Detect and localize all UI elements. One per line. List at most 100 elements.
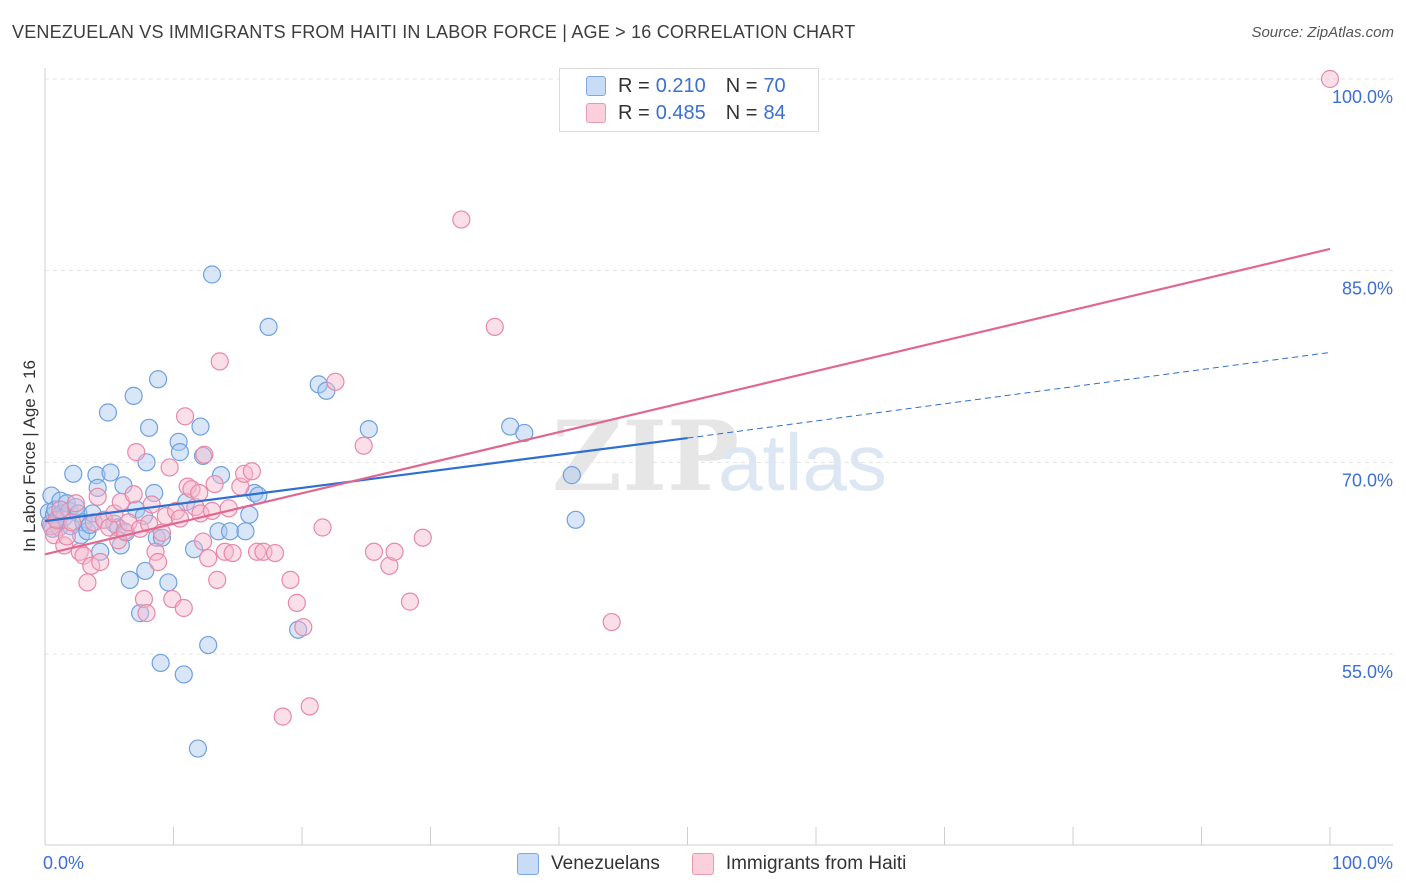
watermark-zip: ZIP [552,400,739,513]
point-venezuelans [147,528,166,547]
point-haiti [265,543,285,563]
trend-lines [44,247,1331,556]
point-venezuelans [120,570,139,589]
point-haiti [100,518,119,537]
point-haiti [127,443,146,462]
grid [45,78,1393,655]
point-venezuelans [191,417,210,436]
point-haiti [205,474,224,494]
correlation-legend: R = 0.210 N = 70 R = 0.485 N = 84 [559,68,819,132]
point-venezuelans [174,665,193,684]
axes [44,68,1393,846]
point-venezuelans [220,522,240,541]
point-haiti [242,462,261,481]
y-tick-label: 55.0% [1342,662,1393,682]
point-venezuelans [236,522,255,541]
point-venezuelans [151,653,170,673]
trend-line-haiti [44,247,1331,556]
point-venezuelans [148,370,168,389]
point-haiti [485,317,504,336]
point-haiti [199,549,218,568]
point-venezuelans [359,420,378,439]
point-haiti [313,518,332,537]
point-haiti [148,552,168,572]
point-venezuelans [130,604,150,623]
point-venezuelans [124,386,143,405]
point-haiti [602,612,621,632]
point-haiti [193,532,213,551]
point-haiti [208,570,227,589]
n-value-venezuelans: 70 [763,74,786,97]
x-tick-label: 100.0% [1332,853,1393,873]
point-haiti [82,556,101,575]
point-haiti [247,542,267,561]
point-haiti [88,487,107,506]
tick-labels: 55.0% 70.0% 85.0% 100.0% 0.0% 100.0% [43,87,1393,873]
n-value-haiti: 84 [763,101,786,124]
point-venezuelans [211,466,231,485]
chart-title: VENEZUELAN VS IMMIGRANTS FROM HAITI IN L… [12,22,856,42]
point-haiti [413,528,432,547]
point-haiti [273,707,292,726]
point-haiti [294,618,313,637]
point-haiti [364,542,384,561]
data-points [39,69,1340,758]
point-haiti [210,352,229,371]
point-haiti [287,593,306,612]
legend-label-haiti: Immigrants from Haiti [725,853,907,874]
y-tick-label: 100.0% [1332,87,1393,107]
legend-swatch-haiti [586,103,606,123]
point-haiti [124,485,143,504]
point-haiti [300,697,319,716]
point-venezuelans [566,510,585,529]
point-haiti [190,483,209,503]
point-haiti [281,570,300,589]
point-haiti [354,436,373,455]
point-haiti [380,556,399,575]
legend-item-haiti: Immigrants from Haiti [691,853,907,875]
point-haiti [452,210,471,229]
point-haiti [326,372,345,391]
point-venezuelans [289,620,308,639]
legend-label-venezuelans: Venezuelans [551,853,660,874]
legend-swatch-venezuelans [517,853,539,875]
legend-row-venezuelans: R = 0.210 N = 70 [586,74,786,98]
point-haiti [254,542,273,561]
point-venezuelans [145,483,164,503]
point-venezuelans [139,418,159,437]
y-tick-label: 70.0% [1342,470,1393,490]
point-haiti [91,552,110,572]
point-haiti [66,494,85,513]
point-venezuelans [202,265,222,284]
point-venezuelans [240,505,259,524]
y-tick-label: 85.0% [1342,279,1393,299]
series-legend: Venezuelans Immigrants from Haiti [517,852,938,876]
point-haiti [142,495,161,514]
r-value-haiti: 0.485 [655,101,706,124]
point-venezuelans [188,739,208,758]
point-haiti [74,546,93,565]
point-venezuelans [159,573,178,592]
y-axis-label: In Labor Force | Age > 16 [20,359,39,553]
trend-line-venezuelans-extension [687,351,1331,439]
point-venezuelans [199,635,218,655]
point-venezuelans [170,443,190,462]
legend-swatch-venezuelans [586,76,606,96]
point-haiti [137,604,156,623]
point-haiti [78,573,97,592]
point-venezuelans [64,464,83,483]
x-tick-label: 0.0% [43,853,84,873]
legend-row-haiti: R = 0.485 N = 84 [586,101,786,125]
legend-swatch-haiti [691,853,714,875]
legend-item-venezuelans: Venezuelans [517,853,660,875]
point-haiti [174,598,193,618]
point-haiti [160,458,179,477]
chart-source: Source: ZipAtlas.com [1251,24,1394,41]
r-label: R = [618,101,650,124]
watermark-atlas: atlas [718,418,887,507]
n-label: N = [725,74,758,97]
point-venezuelans [259,317,278,336]
point-venezuelans [136,561,155,581]
